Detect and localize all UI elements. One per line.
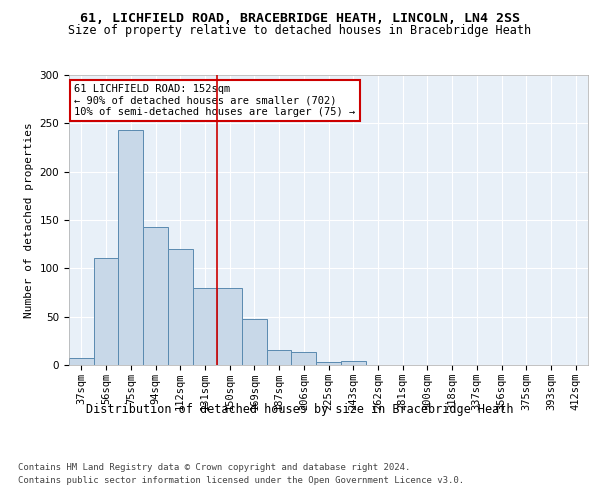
Bar (242, 318, 267, 365)
Text: Contains HM Land Registry data © Crown copyright and database right 2024.: Contains HM Land Registry data © Crown c… (18, 462, 410, 471)
Text: Distribution of detached houses by size in Bracebridge Heath: Distribution of detached houses by size … (86, 402, 514, 415)
Bar (341, 361, 365, 365)
Y-axis label: Number of detached properties: Number of detached properties (24, 122, 34, 318)
Bar (217, 288, 242, 365)
Text: 61 LICHFIELD ROAD: 152sqm
← 90% of detached houses are smaller (702)
10% of semi: 61 LICHFIELD ROAD: 152sqm ← 90% of detac… (74, 84, 355, 117)
Bar (69, 358, 94, 365)
Text: Contains public sector information licensed under the Open Government Licence v3: Contains public sector information licen… (18, 476, 464, 485)
Text: 61, LICHFIELD ROAD, BRACEBRIDGE HEATH, LINCOLN, LN4 2SS: 61, LICHFIELD ROAD, BRACEBRIDGE HEATH, L… (80, 12, 520, 26)
Bar (94, 258, 118, 365)
Bar (143, 227, 168, 365)
Bar (292, 352, 316, 365)
Bar (168, 249, 193, 365)
Bar (193, 288, 217, 365)
Bar (118, 130, 143, 365)
Bar (316, 362, 341, 365)
Text: Size of property relative to detached houses in Bracebridge Heath: Size of property relative to detached ho… (68, 24, 532, 37)
Bar (267, 350, 292, 365)
